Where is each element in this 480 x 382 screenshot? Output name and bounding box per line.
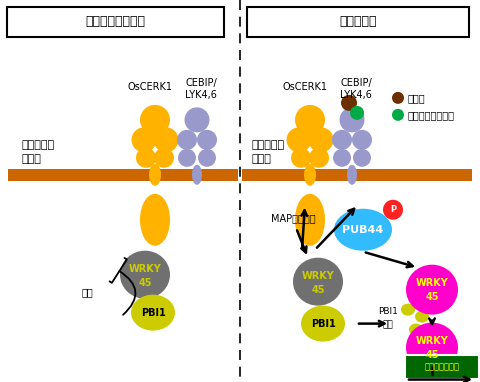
Text: 受容体: 受容体	[252, 154, 272, 164]
Ellipse shape	[309, 148, 329, 168]
Ellipse shape	[198, 149, 216, 167]
Text: WRKY: WRKY	[416, 336, 448, 346]
Ellipse shape	[140, 194, 170, 246]
Text: ペプチドグリカン: ペプチドグリカン	[408, 110, 455, 120]
Text: キチン: キチン	[408, 93, 426, 103]
Text: 病原菌感染: 病原菌感染	[339, 16, 377, 29]
Ellipse shape	[154, 148, 174, 168]
Circle shape	[341, 95, 357, 111]
Ellipse shape	[140, 105, 170, 135]
Text: OsCERK1: OsCERK1	[283, 82, 327, 92]
Ellipse shape	[406, 265, 458, 315]
Ellipse shape	[197, 130, 217, 150]
Bar	[8, 169, 238, 181]
Text: PBI1: PBI1	[311, 319, 336, 329]
Ellipse shape	[131, 295, 175, 330]
Ellipse shape	[149, 164, 161, 186]
Ellipse shape	[120, 251, 170, 299]
Text: CEBIP/: CEBIP/	[185, 78, 217, 88]
Circle shape	[383, 200, 403, 220]
Text: 病原菌認識: 病原菌認識	[22, 140, 55, 150]
Ellipse shape	[347, 165, 357, 185]
Bar	[242, 169, 472, 181]
Ellipse shape	[339, 107, 364, 132]
Ellipse shape	[415, 311, 429, 323]
Text: LYK4,6: LYK4,6	[185, 90, 217, 100]
Ellipse shape	[309, 127, 334, 152]
Text: 45: 45	[425, 350, 439, 359]
Ellipse shape	[401, 304, 415, 316]
Ellipse shape	[295, 194, 325, 246]
Ellipse shape	[177, 130, 197, 150]
Circle shape	[392, 109, 404, 121]
Ellipse shape	[287, 127, 312, 152]
Ellipse shape	[406, 323, 458, 372]
Ellipse shape	[409, 324, 423, 336]
FancyBboxPatch shape	[405, 354, 479, 379]
Text: 45: 45	[138, 278, 152, 288]
Text: MAPキナーゼ: MAPキナーゼ	[271, 213, 315, 223]
Circle shape	[392, 92, 404, 104]
Text: PUB44: PUB44	[342, 225, 384, 235]
Text: 45: 45	[425, 291, 439, 302]
Circle shape	[350, 106, 364, 120]
Text: WRKY: WRKY	[129, 264, 161, 274]
Text: WRKY: WRKY	[416, 278, 448, 288]
Text: 受容体: 受容体	[22, 154, 42, 164]
Ellipse shape	[332, 130, 352, 150]
Text: 病原菌の非存在下: 病原菌の非存在下	[85, 16, 145, 29]
Ellipse shape	[293, 258, 343, 306]
Ellipse shape	[295, 105, 325, 135]
Ellipse shape	[291, 148, 311, 168]
Ellipse shape	[353, 149, 371, 167]
Text: 抑制: 抑制	[81, 288, 93, 298]
Ellipse shape	[301, 306, 345, 342]
Ellipse shape	[154, 127, 179, 152]
FancyBboxPatch shape	[7, 7, 224, 37]
Text: LYK4,6: LYK4,6	[340, 90, 372, 100]
Text: CEBIP/: CEBIP/	[340, 78, 372, 88]
Text: PBI1: PBI1	[378, 307, 398, 316]
Ellipse shape	[178, 149, 196, 167]
Text: P: P	[390, 205, 396, 214]
Ellipse shape	[333, 149, 351, 167]
Ellipse shape	[352, 130, 372, 150]
Ellipse shape	[132, 127, 156, 152]
Ellipse shape	[184, 107, 209, 132]
Text: 病原菌認識: 病原菌認識	[252, 140, 285, 150]
Ellipse shape	[304, 164, 316, 186]
Text: OsCERK1: OsCERK1	[128, 82, 172, 92]
Ellipse shape	[334, 209, 392, 251]
Ellipse shape	[192, 165, 202, 185]
FancyBboxPatch shape	[247, 7, 469, 37]
Text: PBI1: PBI1	[141, 308, 166, 317]
Text: WRKY: WRKY	[301, 271, 335, 281]
Text: 免疫関連遺伝子: 免疫関連遺伝子	[424, 362, 459, 371]
Text: 45: 45	[311, 285, 325, 295]
Ellipse shape	[136, 148, 156, 168]
Text: 分解: 分解	[383, 320, 394, 329]
